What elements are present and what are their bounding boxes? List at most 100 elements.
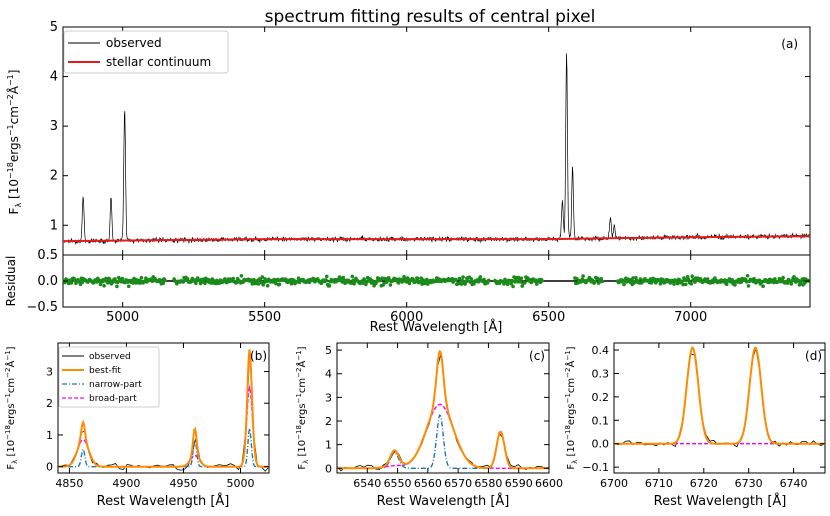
residual-point [324, 278, 328, 282]
panel-c-ylabel: Fλ [10−18ergs−1cm−2Å−1] [295, 346, 310, 469]
y-tick-label: 3 [50, 119, 58, 134]
residual-point [256, 282, 261, 286]
y-tick-label: 1 [50, 218, 58, 233]
residual-point [510, 278, 514, 283]
panel-b-ylabel: Fλ [10−18ergs−1cm−2Å−1] [4, 346, 19, 469]
residual-point [425, 277, 429, 282]
residual-point [163, 278, 167, 283]
residual-point [472, 282, 476, 286]
residual-point [766, 280, 771, 285]
svg-text:Fλ [10−18ergs−1cm−2Å−1]: Fλ [10−18ergs−1cm−2Å−1] [295, 346, 310, 469]
x-tick-label: 6550 [384, 477, 412, 490]
y-tick-label: 1 [46, 429, 53, 442]
best-fit-line [614, 346, 825, 445]
residual-point [415, 276, 420, 281]
residual-point [478, 275, 483, 279]
residual-point [385, 280, 389, 284]
legend-b-narrow-part: narrow-part [89, 380, 142, 390]
residual-point [460, 278, 465, 283]
legend-observed: observed [106, 36, 162, 50]
x-tick-label: 6590 [505, 477, 533, 490]
residual-point [249, 278, 254, 282]
residual-point [737, 277, 742, 282]
residual-point [705, 277, 710, 281]
observed-spectrum-line [62, 53, 810, 245]
residual-point [203, 281, 207, 286]
residual-point [434, 279, 438, 284]
residual-point [185, 277, 190, 281]
y-tick-label: 0.4 [592, 344, 610, 357]
residual-point [296, 276, 301, 281]
x-tick-label: 6580 [474, 477, 502, 490]
y-tick-label: 0.0 [37, 274, 58, 289]
legend-b-best-fit: best-fit [89, 366, 121, 376]
residual-point [658, 282, 663, 286]
y-tick-label: 3 [325, 391, 332, 404]
residual-point [126, 284, 131, 289]
residual-point [745, 274, 750, 278]
residual-point [265, 283, 270, 288]
residual-point [600, 279, 604, 284]
legend-b-observed: observed [89, 352, 131, 362]
residual-point [134, 281, 138, 285]
residual-xlabel: Rest Wavelength [Å] [370, 319, 503, 335]
residual-point [194, 281, 198, 286]
residual-point [744, 280, 749, 284]
x-tick-label: 6730 [735, 477, 763, 490]
x-tick-label: 6000 [390, 310, 423, 325]
y-tick-label: 0.5 [37, 248, 58, 263]
residual-point [454, 277, 458, 282]
residual-point [396, 281, 401, 285]
residual-point [277, 282, 282, 287]
residual-point [98, 282, 103, 287]
y-tick-label: 0.2 [592, 391, 610, 404]
narrow-part-line [614, 346, 825, 445]
residual-point [102, 284, 106, 288]
y-tick-label: −0.1 [582, 461, 609, 474]
x-tick-label: 5000 [106, 310, 139, 325]
y-tick-label: 5 [50, 20, 58, 35]
y-tick-label: 0.3 [592, 367, 610, 380]
panel-a-label: (a) [781, 37, 798, 51]
panel-a-legend: observed stellar continuum [63, 30, 229, 74]
residual-point [796, 278, 801, 283]
residual-point [672, 282, 676, 286]
x-tick-label: 6700 [600, 477, 628, 490]
legend-b-broad-part: broad-part [89, 394, 137, 404]
residual-point [365, 279, 369, 284]
x-tick-label: 5500 [248, 310, 281, 325]
residual-point [469, 277, 474, 281]
residual-point [689, 282, 694, 286]
residual-point [465, 279, 470, 283]
residual-point [231, 276, 235, 281]
residual-point [459, 282, 464, 286]
residual-point [69, 281, 74, 285]
residual-point [457, 276, 462, 281]
panel-d: −0.1 0.0 0.1 0.2 0.3 0.4 6700 6710 6720 6730 6740… [564, 342, 826, 509]
residual-point [106, 281, 110, 285]
residual-point [727, 277, 732, 281]
residual-point [407, 281, 412, 286]
residual-point [518, 280, 523, 284]
best-fit-line [337, 349, 549, 470]
residual-point [461, 275, 465, 279]
residual-point [482, 277, 486, 282]
residual-point [684, 282, 688, 287]
x-tick-label: 6560 [414, 477, 442, 490]
y-tick-label: 4 [325, 368, 332, 381]
residual-point [516, 275, 521, 280]
residual-point [593, 280, 597, 284]
residual-point [713, 276, 717, 280]
residual-point [350, 274, 355, 279]
residual-point [116, 280, 120, 285]
panel-a: 1 2 3 4 5 (a) observed stellar continuum Fλ … [6, 20, 811, 256]
residual-point [388, 283, 393, 287]
residual-point [519, 276, 524, 281]
panel-d-ylabel: Fλ [10−18ergs−1cm−2Å−1] [564, 346, 579, 469]
residual-point [509, 281, 514, 286]
panel-d-xlabel: Rest Wavelength [Å] [654, 493, 787, 509]
x-tick-label: 6600 [535, 477, 563, 490]
residual-point [648, 277, 653, 281]
